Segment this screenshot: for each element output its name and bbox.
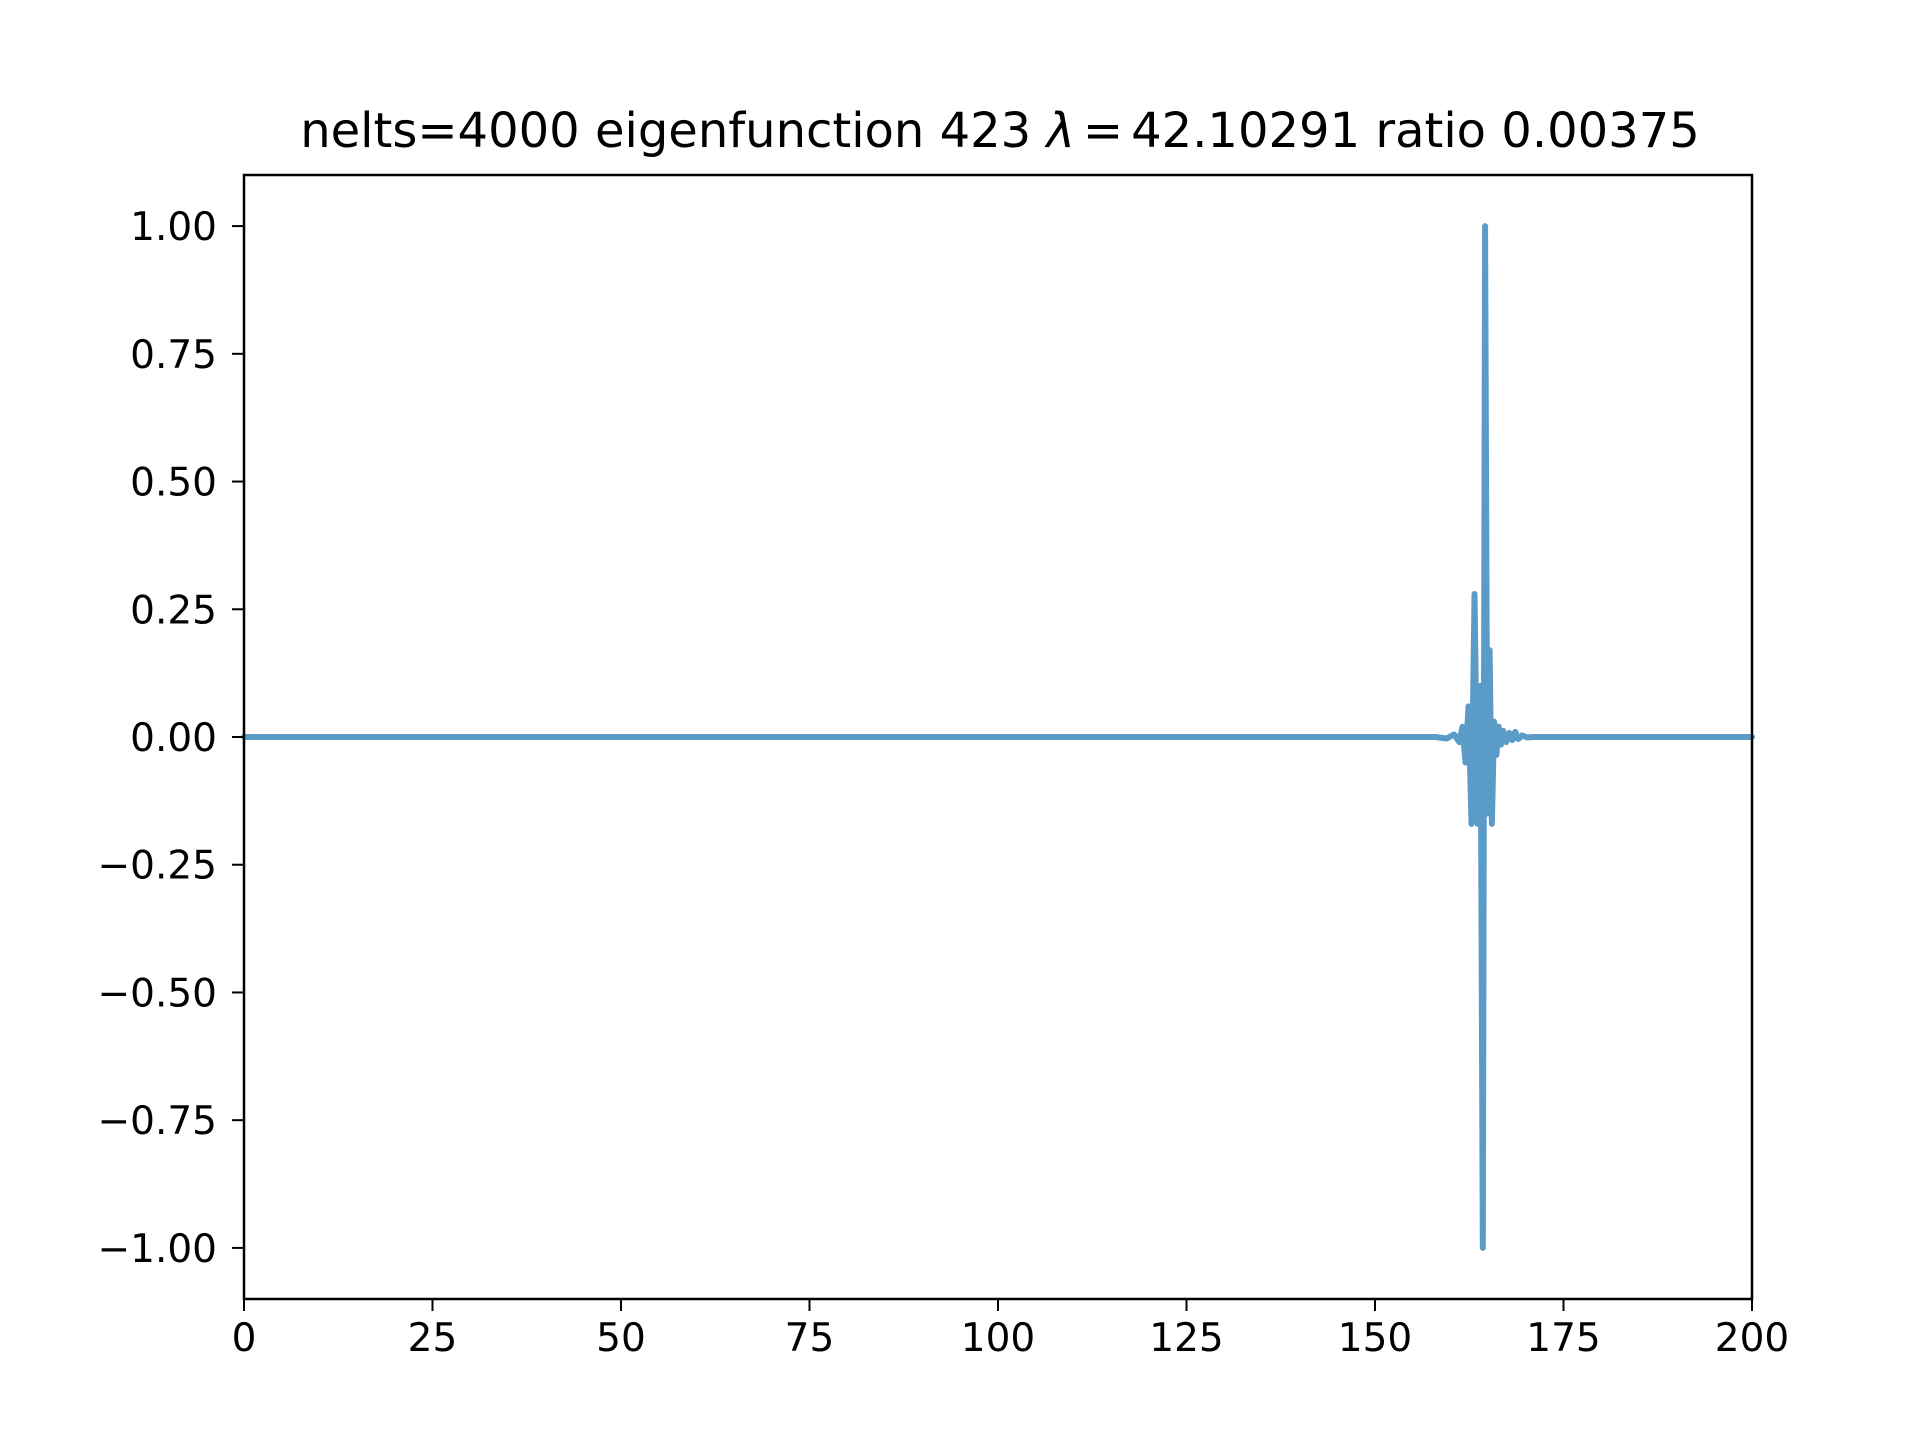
y-tick-label: 0.25 bbox=[130, 588, 217, 633]
x-axis: 0 25 50 75 100 125 150 175 200 bbox=[232, 1299, 1789, 1361]
x-tick-label: 175 bbox=[1526, 1316, 1600, 1361]
x-tick-label: 100 bbox=[961, 1316, 1035, 1361]
series-line-0 bbox=[241, 223, 1755, 1251]
x-tick-label: 25 bbox=[408, 1316, 458, 1361]
y-tick-label: −0.25 bbox=[97, 844, 217, 889]
chart-title: nelts=4000 eigenfunction 423 λ = 42.10291 … bbox=[300, 103, 1700, 159]
x-tick-label: 200 bbox=[1715, 1316, 1789, 1361]
y-tick-label: −0.75 bbox=[97, 1099, 217, 1144]
y-axis: 1.00 0.75 0.50 0.25 0.00 −0.25 −0.50 −0.75 −1.00 bbox=[97, 205, 244, 1272]
x-tick-label: 50 bbox=[596, 1316, 646, 1361]
y-tick-label: 0.75 bbox=[130, 333, 217, 378]
y-tick-label: 1.00 bbox=[130, 205, 217, 250]
y-tick-label: 0.50 bbox=[130, 461, 217, 506]
x-tick-label: 125 bbox=[1149, 1316, 1223, 1361]
y-tick-label: −0.50 bbox=[97, 971, 217, 1016]
x-tick-label: 0 bbox=[232, 1316, 257, 1361]
y-tick-label: −1.00 bbox=[97, 1227, 217, 1272]
x-tick-label: 150 bbox=[1338, 1316, 1412, 1361]
x-tick-label: 75 bbox=[785, 1316, 835, 1361]
plot-area bbox=[241, 223, 1755, 1251]
y-tick-label: 0.00 bbox=[130, 716, 217, 761]
